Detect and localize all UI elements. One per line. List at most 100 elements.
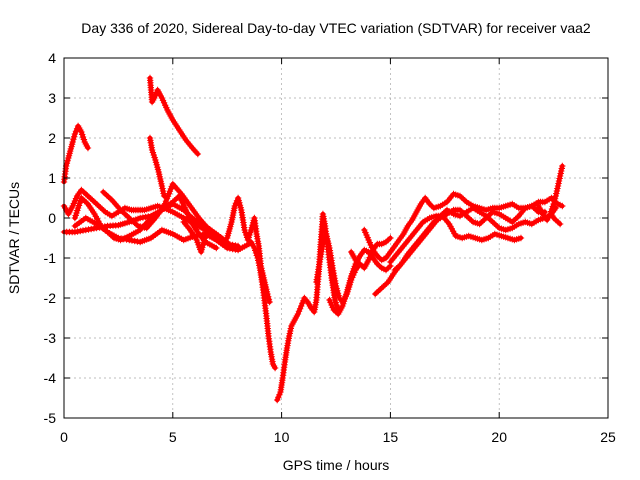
data-point bbox=[276, 391, 283, 398]
data-point bbox=[394, 263, 402, 271]
data-point bbox=[84, 144, 92, 152]
data-point bbox=[372, 290, 379, 298]
series-track-3 bbox=[146, 134, 168, 200]
data-point bbox=[465, 214, 472, 221]
series-track-15 bbox=[348, 234, 394, 272]
data-point bbox=[101, 225, 108, 233]
chart-title: Day 336 of 2020, Sidereal Day-to-day VTE… bbox=[81, 20, 591, 36]
data-point bbox=[213, 244, 220, 252]
data-point bbox=[550, 200, 557, 208]
data-point bbox=[89, 196, 96, 204]
y-tick-label: 0 bbox=[48, 210, 56, 226]
data-point bbox=[106, 230, 113, 237]
data-point bbox=[296, 305, 304, 312]
y-tick-labels: -5 -4 -3 -2 -1 0 1 2 3 4 bbox=[44, 50, 57, 426]
y-tick-label: -1 bbox=[44, 250, 57, 266]
data-point bbox=[468, 217, 475, 224]
data-point bbox=[373, 289, 380, 296]
data-point bbox=[82, 190, 89, 198]
data-point bbox=[556, 220, 564, 228]
data-point bbox=[510, 217, 518, 224]
x-tick-label: 10 bbox=[274, 429, 290, 445]
y-tick-label: -2 bbox=[44, 290, 57, 306]
data-point bbox=[151, 94, 158, 102]
series-track-11 bbox=[247, 238, 279, 372]
data-point bbox=[172, 195, 180, 203]
data-point bbox=[514, 214, 521, 221]
data-point bbox=[107, 231, 114, 239]
data-point bbox=[531, 205, 539, 213]
x-tick-label: 15 bbox=[383, 429, 399, 445]
data-point bbox=[102, 227, 110, 234]
data-point bbox=[378, 284, 385, 292]
data-series bbox=[60, 74, 566, 404]
data-point bbox=[194, 150, 202, 158]
series-track-9 bbox=[180, 218, 222, 256]
data-point bbox=[71, 133, 78, 140]
data-point bbox=[271, 364, 279, 372]
series-track-1 bbox=[60, 122, 92, 186]
data-point bbox=[387, 234, 394, 242]
y-tick-label: 2 bbox=[48, 130, 56, 146]
y-axis-label: SDTVAR / TECUs bbox=[6, 182, 22, 294]
data-point bbox=[94, 201, 101, 208]
data-point bbox=[265, 296, 273, 303]
data-point bbox=[476, 220, 483, 228]
y-tick-label: 4 bbox=[48, 50, 56, 66]
data-point bbox=[517, 234, 525, 242]
data-point bbox=[64, 157, 71, 164]
x-tick-label: 5 bbox=[169, 429, 177, 445]
x-tick-label: 0 bbox=[60, 429, 68, 445]
data-point bbox=[530, 204, 537, 211]
series-track-2 bbox=[146, 74, 202, 158]
data-point bbox=[266, 298, 273, 306]
data-point bbox=[479, 217, 487, 225]
data-point bbox=[274, 396, 281, 404]
data-point bbox=[509, 218, 516, 226]
data-point bbox=[494, 223, 501, 230]
y-tick-label: -3 bbox=[44, 330, 57, 346]
data-point bbox=[458, 194, 465, 201]
data-point bbox=[551, 195, 559, 202]
data-point bbox=[484, 214, 491, 221]
series-track-8 bbox=[100, 180, 220, 242]
data-point bbox=[294, 310, 302, 318]
series-track-16 bbox=[361, 190, 566, 264]
data-point bbox=[460, 195, 467, 203]
data-point bbox=[81, 197, 88, 205]
data-point bbox=[174, 194, 181, 201]
y-tick-label: -5 bbox=[44, 410, 57, 426]
x-tick-labels: 0 5 10 15 20 25 bbox=[60, 429, 616, 445]
data-point bbox=[489, 218, 496, 226]
data-point bbox=[215, 236, 222, 244]
data-point bbox=[71, 130, 79, 138]
data-point bbox=[391, 266, 398, 274]
y-tick-label: 1 bbox=[48, 170, 56, 186]
data-point bbox=[109, 233, 116, 240]
data-point bbox=[83, 199, 90, 206]
data-point bbox=[169, 198, 176, 206]
data-point bbox=[300, 297, 307, 304]
x-tick-label: 25 bbox=[600, 429, 616, 445]
data-point bbox=[87, 195, 94, 202]
series-track-14 bbox=[326, 246, 394, 318]
data-point bbox=[298, 302, 305, 310]
data-point bbox=[440, 209, 447, 217]
data-point bbox=[98, 205, 106, 213]
data-point bbox=[97, 222, 105, 230]
series-track-20 bbox=[535, 162, 566, 224]
y-tick-label: -4 bbox=[44, 370, 57, 386]
axis-ticks bbox=[63, 57, 609, 419]
data-point bbox=[486, 215, 493, 223]
series-track-21 bbox=[548, 210, 564, 228]
data-point bbox=[84, 192, 91, 199]
data-point bbox=[438, 211, 446, 218]
data-point bbox=[559, 162, 566, 170]
x-tick-label: 20 bbox=[491, 429, 507, 445]
plot-frame bbox=[63, 57, 609, 419]
data-point bbox=[92, 199, 99, 207]
x-axis-label: GPS time / hours bbox=[283, 457, 390, 473]
data-point bbox=[491, 220, 498, 227]
data-point bbox=[100, 207, 107, 214]
